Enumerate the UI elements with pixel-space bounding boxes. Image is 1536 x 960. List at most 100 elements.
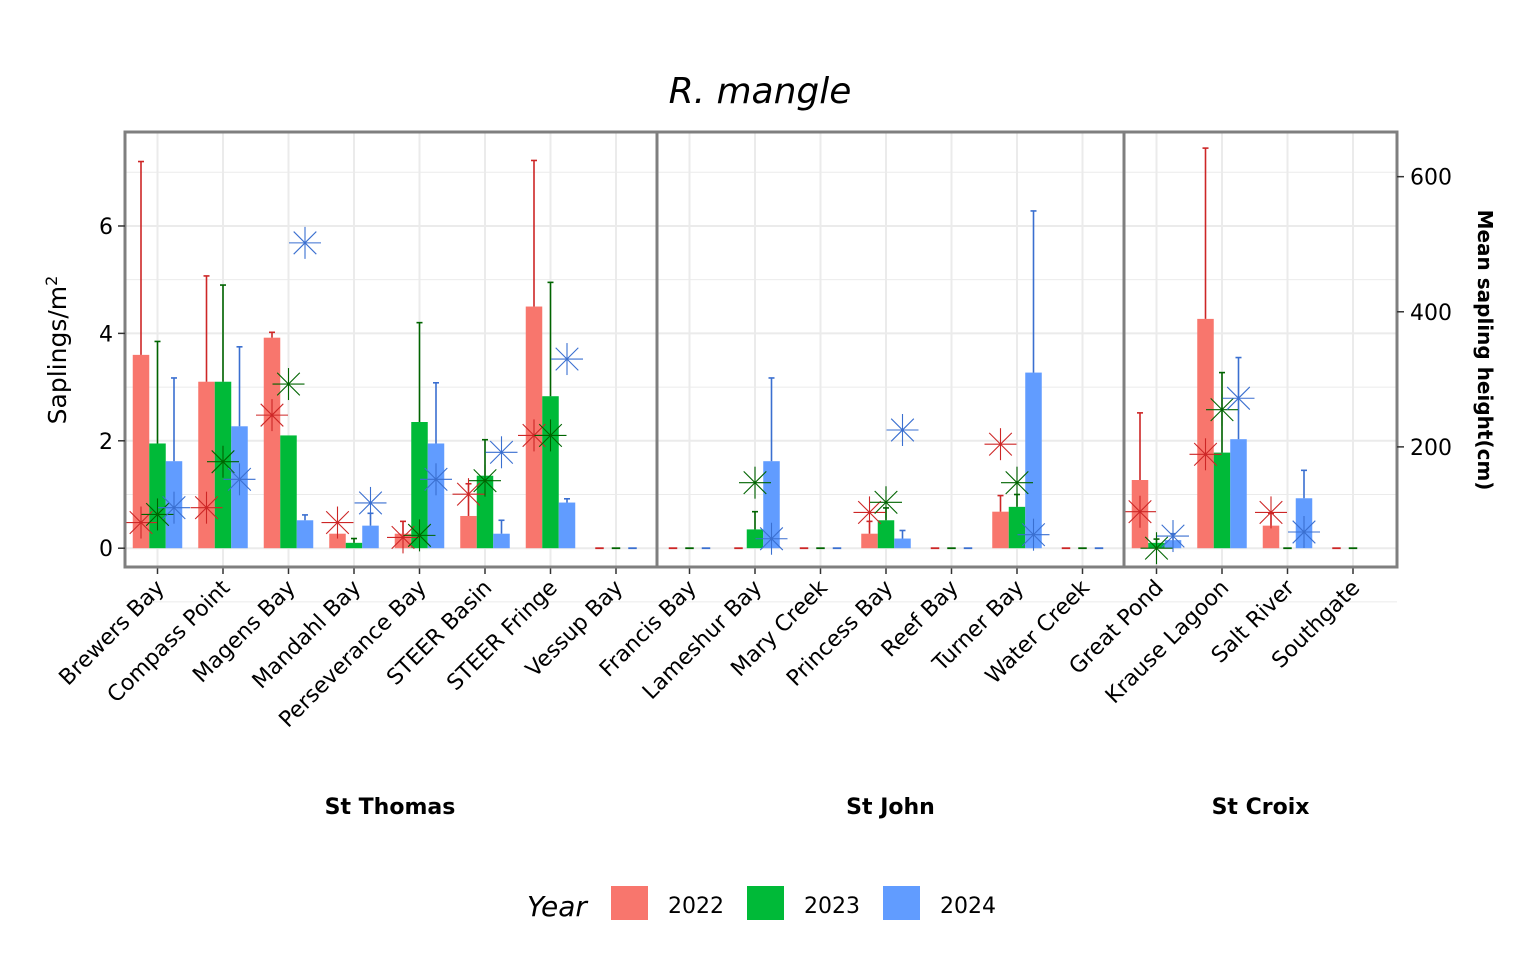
- height-marker-brewers-bay-2022: [125, 506, 157, 539]
- height-marker-lameshur-bay-2024: [755, 522, 788, 555]
- height-marker-perseverance-bay-2024: [420, 463, 452, 496]
- y-axis-label-text: Saplings/m: [43, 286, 72, 424]
- height-marker-salt-river-2022: [1255, 496, 1287, 529]
- x-tick-label-lameshur-bay: Lameshur Bay: [638, 576, 767, 705]
- bar-krause-lagoon-2023: [1213, 452, 1231, 549]
- height-marker-stroke: [1021, 522, 1046, 547]
- height-marker-stroke: [522, 423, 546, 448]
- y-tick-label: 2: [99, 430, 113, 455]
- height-marker-princess-bay-2024: [886, 413, 919, 446]
- height-marker-stroke: [555, 347, 579, 371]
- bar-steer-basin-2024: [493, 533, 510, 549]
- bar-turner-bay-2023: [1008, 506, 1026, 549]
- height-marker-steer-basin-2024: [485, 436, 518, 469]
- bar-turner-bay-2024: [1025, 372, 1042, 549]
- height-marker-stroke: [260, 403, 284, 427]
- height-marker-stroke: [391, 525, 415, 550]
- height-marker-stroke: [145, 502, 170, 527]
- height-marker-stroke: [890, 418, 915, 442]
- height-marker-stroke: [874, 490, 898, 514]
- legend: Year 2022 2023 2024: [527, 886, 996, 923]
- height-marker-stroke: [473, 468, 497, 493]
- bar-princess-bay-2022: [861, 533, 878, 549]
- legend-title: Year: [527, 890, 588, 923]
- height-marker-stroke: [407, 523, 432, 548]
- height-marker-stroke: [1144, 536, 1169, 560]
- secondary-y-axis-label: Mean sapling height(cm): [1473, 210, 1497, 491]
- height-marker-stroke: [1193, 442, 1218, 467]
- height-marker-steer-fringe-2024: [551, 343, 583, 376]
- bar-magens-bay-2024: [296, 520, 314, 549]
- bar-turner-bay-2022: [992, 511, 1009, 549]
- height-marker-stroke: [1128, 500, 1152, 524]
- y-tick-label: 0: [99, 537, 113, 562]
- height-marker-stroke: [227, 467, 252, 492]
- height-marker-steer-basin-2023: [469, 464, 501, 497]
- bar-steer-fringe-2023: [542, 396, 559, 549]
- legend-label-2022: 2022: [668, 894, 724, 919]
- height-marker-steer-basin-2022: [452, 478, 485, 511]
- panel-label-st-john: St John: [846, 795, 935, 820]
- bar-mandahl-bay-2024: [362, 525, 379, 549]
- bar-magens-bay-2022: [263, 337, 281, 549]
- height-markers: [125, 226, 1320, 565]
- bar-mandahl-bay-2022: [329, 533, 346, 549]
- height-marker-mandahl-bay-2024: [354, 486, 387, 519]
- height-marker-magens-bay-2022: [256, 399, 288, 432]
- height-marker-stroke: [743, 470, 767, 495]
- bar-compass-point-2022: [198, 381, 215, 549]
- height-marker-turner-bay-2022: [984, 428, 1017, 461]
- height-marker-krause-lagoon-2024: [1222, 382, 1255, 415]
- bar-salt-river-2022: [1262, 525, 1280, 549]
- height-marker-magens-bay-2023: [272, 368, 305, 401]
- height-marker-lameshur-bay-2023: [739, 466, 771, 499]
- height-marker-great-pond-2022: [1124, 495, 1156, 528]
- height-marker-turner-bay-2023: [1001, 466, 1033, 499]
- height-marker-steer-fringe-2023: [534, 419, 567, 452]
- y2-tick-label: 200: [1410, 436, 1452, 461]
- height-marker-brewers-bay-2024: [158, 491, 190, 524]
- bar-krause-lagoon-2022: [1197, 318, 1214, 549]
- error-bars: [138, 147, 1307, 543]
- legend-label-2024: 2024: [940, 894, 996, 919]
- height-marker-perseverance-bay-2022: [387, 521, 419, 554]
- height-marker-magens-bay-2024: [289, 226, 321, 259]
- height-marker-stroke: [211, 450, 235, 474]
- bar-steer-basin-2022: [460, 515, 477, 549]
- bar-princess-bay-2024: [894, 538, 911, 549]
- height-marker-stroke: [988, 432, 1013, 456]
- height-marker-stroke: [1226, 386, 1251, 410]
- legend-key-2022: [611, 886, 648, 920]
- height-marker-mandahl-bay-2022: [321, 506, 354, 539]
- chart-title: R. mangle: [669, 71, 852, 112]
- height-marker-stroke: [293, 231, 317, 255]
- y-axis-label: Saplings/m2: [42, 276, 73, 425]
- height-marker-perseverance-bay-2023: [403, 519, 436, 552]
- height-marker-stroke: [424, 467, 448, 492]
- height-marker-stroke: [162, 495, 186, 520]
- height-marker-stroke: [325, 510, 350, 535]
- legend-key-2024: [883, 886, 920, 920]
- height-marker-turner-bay-2024: [1017, 518, 1050, 551]
- bar-steer-fringe-2024: [558, 502, 576, 549]
- height-marker-stroke: [1210, 398, 1234, 422]
- height-marker-stroke: [1292, 520, 1316, 544]
- y2-tick-label: 400: [1410, 301, 1452, 326]
- height-marker-compass-point-2024: [223, 463, 256, 496]
- height-marker-stroke: [194, 495, 219, 520]
- height-marker-stroke: [1259, 500, 1283, 525]
- height-marker-stroke: [857, 500, 882, 525]
- height-marker-princess-bay-2023: [870, 486, 902, 519]
- y2-tick-label: 600: [1410, 166, 1452, 191]
- legend-label-2023: 2023: [804, 894, 860, 919]
- bar-lameshur-bay-2023: [746, 529, 764, 549]
- height-marker-stroke: [1005, 470, 1029, 495]
- y-tick-label: 4: [99, 322, 113, 347]
- height-marker-stroke: [538, 423, 563, 448]
- bar-princess-bay-2023: [877, 520, 895, 549]
- height-marker-krause-lagoon-2022: [1189, 438, 1222, 471]
- height-marker-stroke: [489, 440, 514, 464]
- height-marker-stroke: [456, 482, 481, 506]
